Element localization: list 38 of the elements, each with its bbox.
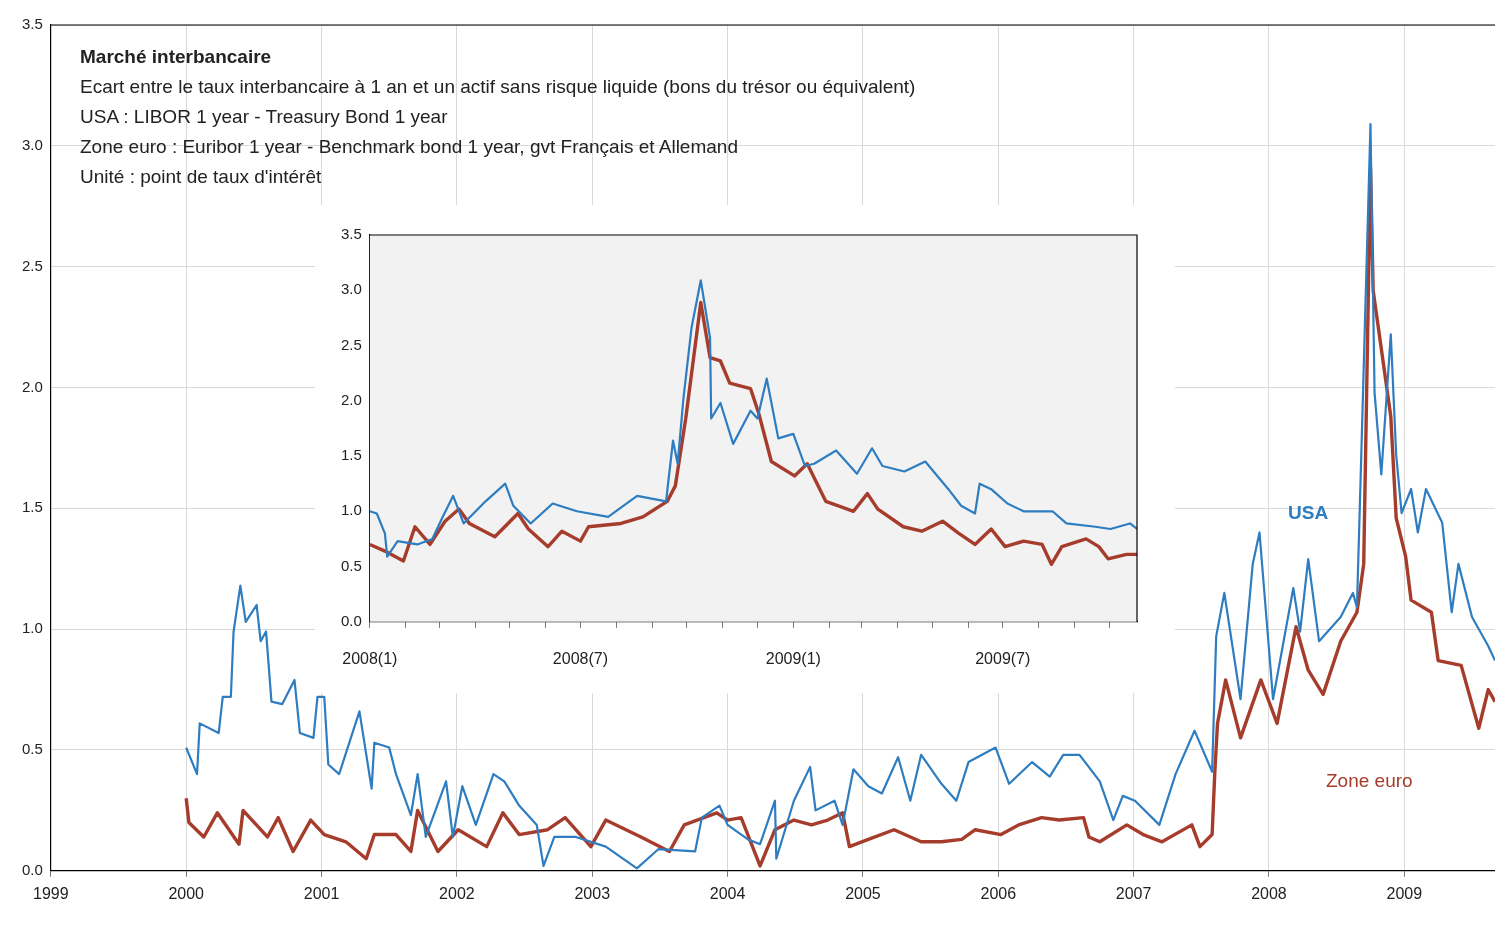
y-tick-label: 2.0	[21, 377, 43, 395]
x-tick-label: 2009(7)	[975, 649, 1031, 667]
x-tick-label: 2008(7)	[552, 649, 609, 667]
x-tick-label: 2002	[439, 884, 475, 902]
y-tick-label: 1.0	[21, 619, 43, 637]
y-tick-label: 3.5	[21, 15, 43, 33]
annotation: Unité : point de taux d'intérêt	[80, 165, 323, 189]
y-tick-label: 3.0	[21, 135, 43, 153]
y-tick-label: 0.0	[21, 860, 43, 878]
annotation: Zone euro : Euribor 1 year - Benchmark bond 1 year, gvt Français et Allemand	[80, 135, 739, 159]
y-tick-label: 2.5	[340, 335, 362, 353]
x-tick-label: 1999	[33, 884, 69, 902]
x-tick-label: 2000	[168, 884, 205, 902]
y-tick-label: 3.0	[340, 280, 362, 298]
y-tick-label: 0.5	[340, 556, 362, 574]
series-label: USA	[1288, 502, 1329, 524]
text: Marché interbancaire	[80, 45, 273, 69]
y-tick-label: 1.5	[21, 498, 43, 516]
x-tick-label: 2009	[1386, 884, 1423, 902]
x-tick-label: 2008(1)	[342, 649, 398, 667]
text: Zone euro	[1326, 770, 1413, 792]
x-tick-label: 2004	[709, 884, 746, 902]
y-tick-label: 1.0	[340, 501, 362, 519]
x-tick-label: 2008	[1251, 884, 1287, 902]
x-tick-label: 2006	[980, 884, 1017, 902]
x-tick-label: 2001	[303, 884, 340, 902]
annotation: USA : LIBOR 1 year - Treasury Bond 1 year	[80, 105, 449, 129]
x-tick-label: 2007	[1115, 884, 1152, 902]
text: Ecart entre le taux interbancaire à 1 an et un actif sans risque liquide (bons du trésor ou équivalent)	[80, 75, 916, 99]
y-tick-label: 3.5	[340, 225, 362, 243]
y-tick-label: 0.5	[21, 740, 43, 758]
y-tick-label: 2.0	[340, 390, 362, 408]
x-tick-label: 2005	[845, 884, 881, 902]
x-tick-label: 2003	[574, 884, 611, 902]
y-tick-label: 1.5	[340, 446, 362, 464]
y-tick-label: 2.5	[21, 256, 43, 274]
x-tick-label: 2009(1)	[765, 649, 821, 667]
y-tick-label: 0.0	[340, 611, 362, 629]
